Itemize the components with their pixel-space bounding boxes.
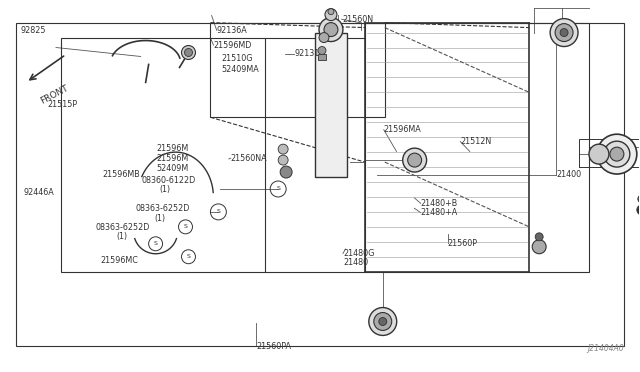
Text: 52409M: 52409M — [156, 164, 188, 173]
Text: FRONT: FRONT — [39, 83, 70, 106]
Text: 21596M: 21596M — [156, 154, 188, 163]
Text: 92825: 92825 — [20, 26, 46, 35]
Text: S: S — [184, 224, 188, 230]
Bar — [211, 23, 385, 117]
Text: S: S — [154, 241, 157, 246]
Circle shape — [403, 148, 427, 172]
Bar — [61, 38, 265, 272]
Circle shape — [280, 166, 292, 178]
Text: 21480+B: 21480+B — [420, 199, 458, 208]
Circle shape — [535, 233, 543, 241]
Circle shape — [318, 46, 326, 54]
Text: 21560NA: 21560NA — [231, 154, 268, 163]
Text: (1): (1) — [116, 232, 127, 241]
Bar — [16, 23, 624, 346]
Text: 21480: 21480 — [343, 258, 368, 267]
Circle shape — [379, 318, 387, 326]
Text: 21596MD: 21596MD — [214, 41, 252, 50]
Text: (1): (1) — [159, 185, 170, 194]
Circle shape — [369, 308, 397, 336]
Bar — [579, 139, 640, 167]
Text: 21512N: 21512N — [460, 137, 492, 146]
Text: 08363-6252D: 08363-6252D — [95, 223, 150, 232]
Circle shape — [532, 240, 546, 254]
Text: S: S — [276, 186, 280, 192]
Text: (1): (1) — [154, 214, 165, 223]
Text: 08360-6122D: 08360-6122D — [141, 176, 196, 185]
Text: S: S — [186, 254, 191, 259]
Circle shape — [589, 144, 609, 164]
Circle shape — [184, 48, 193, 57]
Text: 21596M: 21596M — [156, 144, 188, 153]
Text: 92136A: 92136A — [217, 26, 248, 35]
Circle shape — [319, 17, 343, 42]
Text: 21400: 21400 — [556, 170, 581, 179]
Circle shape — [328, 9, 334, 15]
Circle shape — [555, 23, 573, 42]
Bar — [365, 23, 589, 272]
Circle shape — [278, 155, 288, 165]
Circle shape — [278, 144, 288, 154]
Text: 21560P: 21560P — [447, 239, 477, 248]
Circle shape — [374, 312, 392, 330]
Circle shape — [319, 33, 329, 42]
Text: J21404A0: J21404A0 — [587, 344, 624, 353]
Text: 21515P: 21515P — [47, 100, 77, 109]
Text: 08363-6252D: 08363-6252D — [135, 205, 189, 214]
Text: 21510G: 21510G — [221, 54, 253, 63]
Circle shape — [638, 195, 640, 203]
Circle shape — [637, 205, 640, 215]
Circle shape — [324, 23, 338, 36]
Circle shape — [408, 153, 422, 167]
Bar — [318, 54, 326, 61]
Text: 21596MB: 21596MB — [102, 170, 140, 179]
Bar — [315, 33, 347, 177]
Text: 21596MA: 21596MA — [384, 125, 422, 134]
Text: 21480+A: 21480+A — [420, 208, 458, 217]
Circle shape — [597, 134, 637, 174]
Circle shape — [182, 45, 195, 60]
Circle shape — [604, 141, 630, 167]
Text: S: S — [216, 209, 220, 214]
Circle shape — [610, 147, 624, 161]
Text: 92446A: 92446A — [24, 188, 54, 197]
Text: 21560PA: 21560PA — [256, 341, 291, 350]
Circle shape — [560, 29, 568, 36]
Text: 21560N: 21560N — [342, 15, 374, 24]
Circle shape — [325, 9, 337, 20]
Text: 21596MC: 21596MC — [100, 256, 138, 264]
Text: 52409MA: 52409MA — [221, 65, 259, 74]
Circle shape — [550, 19, 578, 46]
Text: 21480G: 21480G — [343, 249, 374, 258]
Text: 92131: 92131 — [294, 49, 320, 58]
